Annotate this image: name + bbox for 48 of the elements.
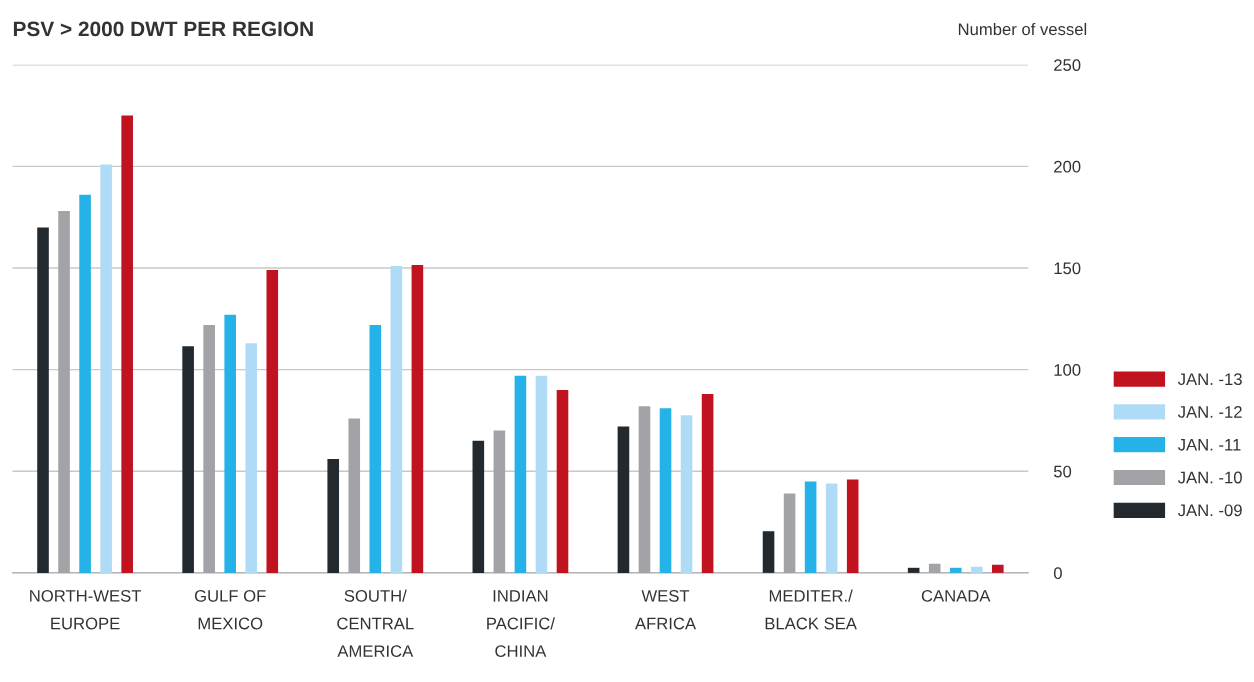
legend-label: JAN. -10: [1177, 471, 1242, 484]
legend-label: JAN. -13: [1177, 373, 1242, 386]
bar: [970, 566, 983, 573]
bar: [514, 375, 527, 573]
bar: [390, 265, 403, 573]
x-tick-label: GULF OF MEXICO: [194, 589, 266, 630]
legend-label: JAN. -11: [1177, 439, 1241, 451]
bar: [825, 483, 838, 573]
bar: [617, 426, 630, 573]
bar: [79, 194, 91, 573]
y-tick-label: 250: [1054, 59, 1081, 71]
bar: [411, 264, 424, 573]
chart-title: PSV > 2000 DWT PER REGION: [13, 21, 313, 37]
y-tick-label: 150: [1054, 262, 1081, 275]
x-tick-label: NORTH-WEST EUROPE: [30, 589, 142, 630]
y-tick-label: 100: [1054, 364, 1081, 376]
bar: [100, 164, 112, 573]
legend-label: JAN. -12: [1177, 406, 1242, 418]
bar: [245, 343, 258, 573]
x-tick-label: MEDITER./ BLACK SEA: [765, 589, 857, 630]
y-tick-label: 200: [1054, 160, 1081, 173]
x-tick-label: SOUTH/ CENTRAL AMERICA: [337, 589, 414, 658]
bar: [992, 564, 1004, 573]
bar: [556, 389, 569, 573]
x-tick-label: INDIAN PACIFIC/ CHINA: [487, 590, 555, 658]
y-tick-label: 0: [1053, 567, 1062, 580]
bar: [37, 227, 49, 573]
y-tick-label: 50: [1053, 465, 1072, 478]
bar: [701, 394, 714, 573]
bar: [327, 459, 340, 573]
bar: [680, 415, 693, 573]
bar: [762, 531, 775, 573]
x-tick-label: WEST AFRICA: [634, 589, 697, 630]
bar: [949, 567, 962, 573]
bar: [182, 346, 194, 573]
bar: [804, 481, 817, 573]
bar: [369, 324, 382, 573]
bar: [907, 567, 920, 573]
bar: [846, 479, 859, 573]
bar: [472, 440, 485, 573]
bar: [535, 375, 548, 573]
x-tick-label: CANADA: [921, 589, 991, 602]
y-axis-title: Number of vessel: [958, 22, 1087, 36]
bar: [224, 314, 236, 573]
bar: [266, 270, 279, 573]
legend-label: JAN. -09: [1177, 504, 1242, 517]
bar: [121, 115, 133, 573]
bar: [659, 408, 672, 573]
